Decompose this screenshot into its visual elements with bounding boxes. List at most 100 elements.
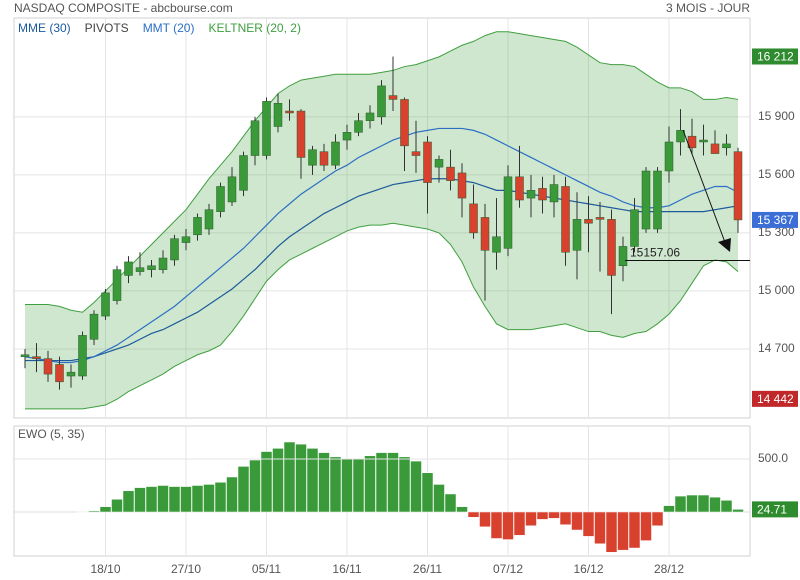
ewo-bar <box>180 486 192 513</box>
candle-body <box>377 85 386 118</box>
candle-body <box>158 257 168 270</box>
ewo-bar <box>329 456 342 513</box>
candle-body <box>515 176 524 201</box>
ewo-bar <box>398 456 411 513</box>
price-marker-label: 16 212 <box>757 50 794 64</box>
ewo-bar <box>226 476 238 513</box>
ewo-bar <box>640 511 652 541</box>
legend-entry: PIVOTS <box>85 21 129 35</box>
candle-body <box>319 151 329 166</box>
keltner-lower <box>25 222 739 410</box>
ewo-bar <box>709 496 721 513</box>
candle-body <box>653 170 662 230</box>
ewo-bar <box>157 485 169 513</box>
candle-body <box>55 364 64 383</box>
moving-average <box>25 178 739 362</box>
ewo-bar <box>605 511 618 553</box>
ewo-bar <box>88 510 100 513</box>
candle-body <box>388 95 398 100</box>
moving-average <box>24 127 739 364</box>
candle-body <box>710 143 720 154</box>
y-tick-label: 500.0 <box>758 451 788 465</box>
ewo-bar <box>306 448 319 513</box>
candle-body <box>89 313 99 340</box>
ewo-bar <box>341 458 353 513</box>
legend-entry: KELTNER (20, 2) <box>208 21 300 35</box>
x-tick-label: 16/12 <box>573 562 603 576</box>
annotation-label: 15157.06 <box>630 246 680 260</box>
candle-body <box>170 238 179 261</box>
ewo-bar <box>582 511 595 537</box>
legend-entry: MME (30) <box>18 21 71 35</box>
ewo-bar <box>191 485 204 513</box>
candle-body <box>193 217 202 236</box>
y-tick-label: 15 300 <box>758 225 795 239</box>
candle-body <box>572 219 582 251</box>
ewo-bar <box>697 494 710 513</box>
ewo-last-marker <box>752 501 798 518</box>
candle-body <box>296 110 306 158</box>
ewo-bar <box>375 452 388 513</box>
ewo-bar <box>76 511 89 513</box>
ewo-legend: EWO (5, 35) <box>18 427 85 441</box>
period: 3 MOIS - JOUR <box>666 1 750 15</box>
candle-body <box>331 141 340 166</box>
candle-body <box>676 130 685 143</box>
candle-body <box>561 186 570 253</box>
candle-body <box>20 354 30 357</box>
candle-body <box>32 356 41 359</box>
ewo-bar <box>421 472 434 513</box>
ewo-bar <box>490 511 503 539</box>
candle-body <box>664 141 674 172</box>
ewo-bar <box>295 443 307 513</box>
candle-body <box>584 219 593 224</box>
candle-body <box>354 120 363 133</box>
candle-body <box>262 101 271 156</box>
ewo-bar <box>134 487 146 513</box>
ewo-last-label: 24.71 <box>757 503 787 517</box>
candle-body <box>722 143 731 149</box>
ewo-bar <box>548 511 560 519</box>
price-marker-label: 15 367 <box>757 213 794 227</box>
ewo-bar <box>168 486 181 513</box>
ewo-bar <box>594 511 606 545</box>
price-frame <box>13 17 751 419</box>
candle-body <box>492 236 501 253</box>
candle-body <box>227 176 237 203</box>
candle-body <box>469 203 478 234</box>
legend-entry: MMT (20) <box>143 21 195 35</box>
candle-body <box>538 188 547 201</box>
ewo-bar <box>122 490 135 513</box>
candle-body <box>480 217 490 251</box>
candle-body <box>423 141 432 183</box>
ewo-bar <box>272 448 284 513</box>
ewo-bar <box>260 451 273 513</box>
candle-body <box>400 99 409 147</box>
candle-body <box>549 184 559 203</box>
candle-body <box>457 172 467 199</box>
y-tick-label: 14 700 <box>758 341 795 355</box>
keltner-upper <box>25 31 739 313</box>
x-tick-label: 05/11 <box>252 562 281 576</box>
ewo-bar <box>249 459 261 513</box>
x-tick-label: 18/10 <box>90 562 120 576</box>
ewo-bar <box>410 460 422 513</box>
ewo-bar <box>203 484 215 513</box>
candle-body <box>503 176 513 249</box>
candle-body <box>446 166 455 181</box>
candle-body <box>135 267 145 272</box>
price-marker-label: 14 442 <box>757 392 794 406</box>
candle-body <box>204 209 214 230</box>
ewo-bar <box>467 511 480 518</box>
ewo-bar <box>513 511 526 536</box>
candle-body <box>78 335 87 377</box>
price-marker <box>752 390 798 407</box>
candle-body <box>733 151 743 221</box>
ewo-bar <box>732 509 744 513</box>
ewo-bar <box>525 511 537 527</box>
ewo-bar <box>502 511 514 540</box>
candle-body <box>434 159 444 168</box>
ewo-bar <box>456 506 468 513</box>
x-tick-label: 07/12 <box>493 562 523 576</box>
